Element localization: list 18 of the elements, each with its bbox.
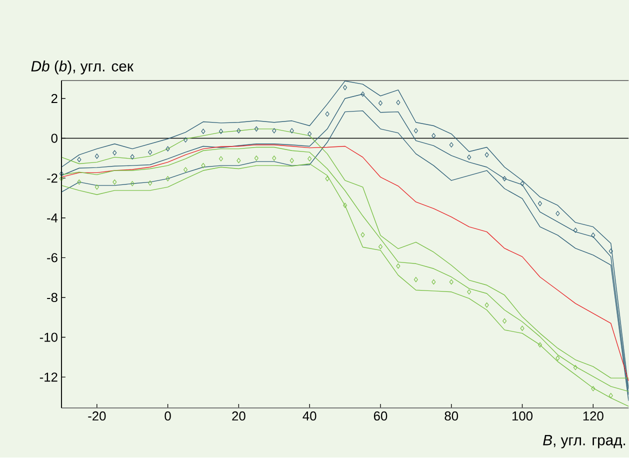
- x-tick-label: 0: [164, 412, 171, 421]
- y-tick-label: -12: [40, 372, 58, 382]
- y-tick-label: 2: [51, 94, 58, 104]
- x-tick-label: 80: [444, 412, 458, 421]
- y-tick-label: -4: [47, 214, 58, 222]
- x-axis-title: B, угл. град.: [543, 435, 626, 448]
- y-tick-label: -6: [47, 253, 58, 262]
- y-axis-title: Db (b), угл. сек: [31, 60, 134, 75]
- x-tick-label: 40: [302, 412, 316, 421]
- x-tick-label: -20: [88, 412, 106, 421]
- y-tick-label: -8: [47, 293, 58, 302]
- x-tick-label: 20: [232, 412, 246, 421]
- x-tick-label: 120: [583, 412, 604, 421]
- y-tick-label: -2: [47, 174, 58, 183]
- y-tick-label: -10: [40, 332, 58, 342]
- x-tick-label: 100: [512, 412, 533, 421]
- y-tick-label: 0: [51, 134, 58, 143]
- x-tick-label: 60: [374, 412, 388, 421]
